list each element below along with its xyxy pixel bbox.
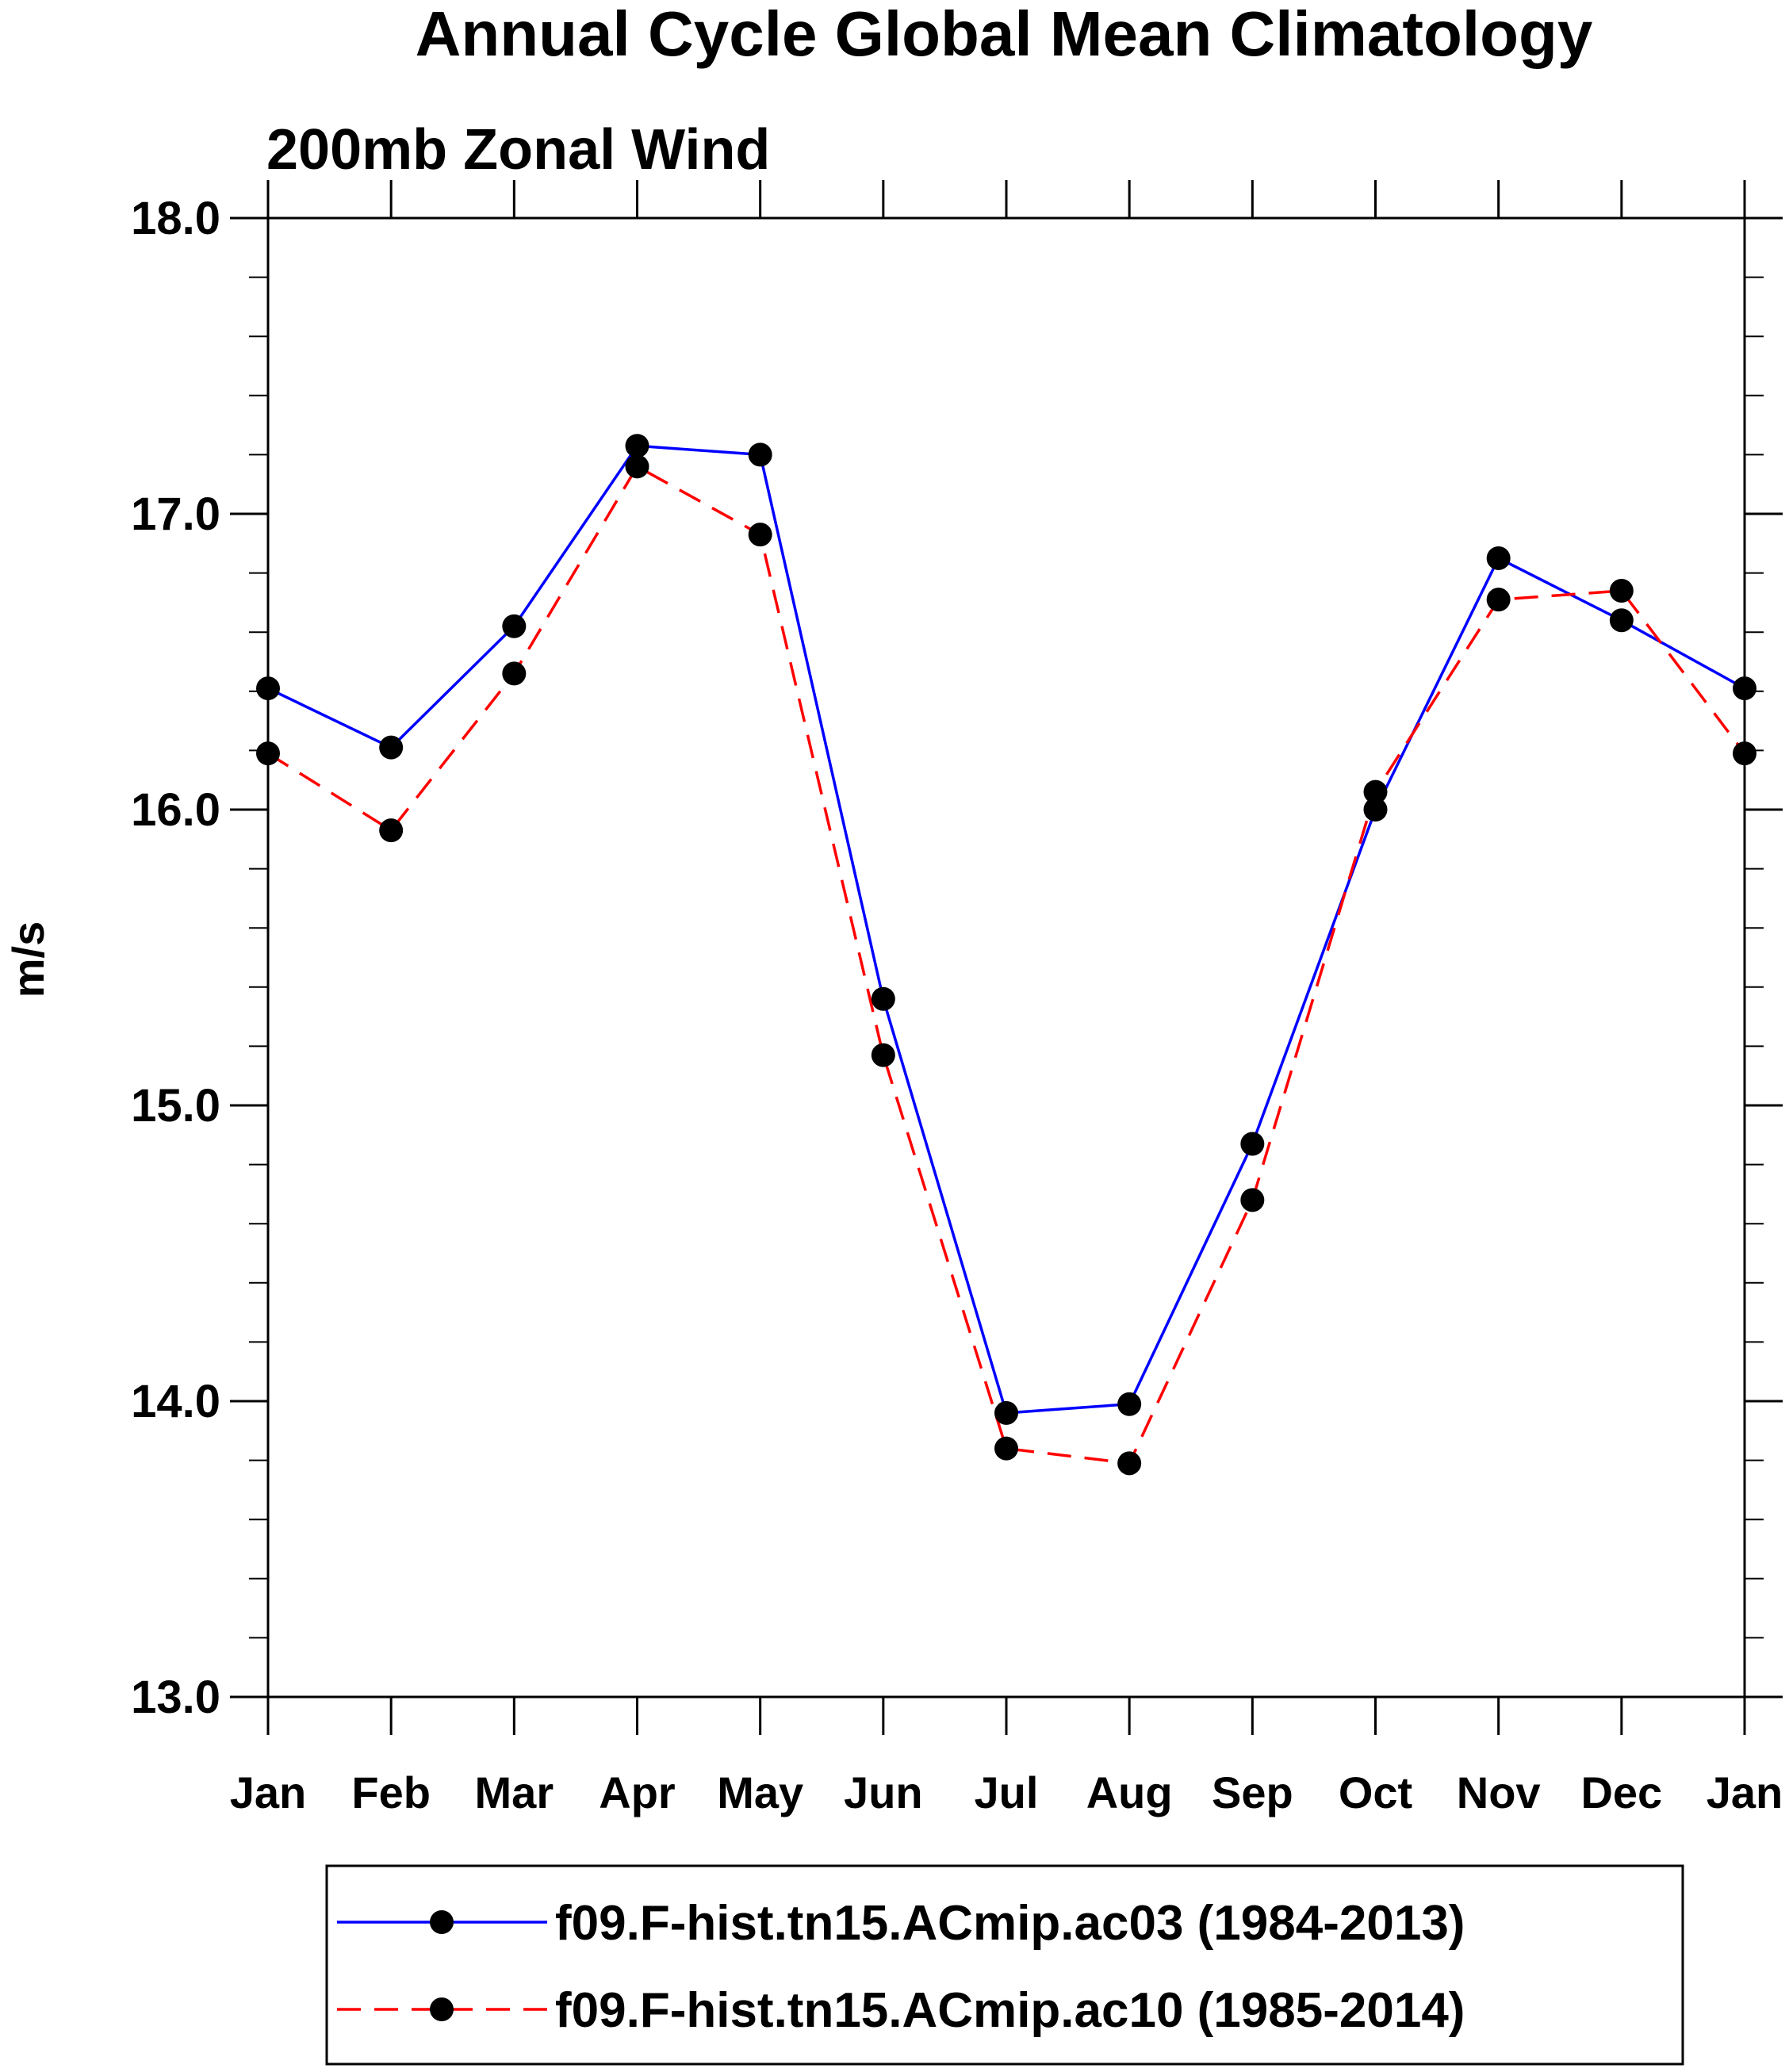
series-1-point: [502, 614, 527, 638]
legend-box: [325, 1864, 1684, 2066]
series-2-point: [994, 1436, 1018, 1461]
series-2-point: [1240, 1188, 1265, 1212]
x-tick-label: Jan: [1707, 1768, 1783, 1817]
series-1-point: [994, 1400, 1018, 1425]
legend-label-1: f09.F-hist.tn15.ACmip.ac03 (1984-2013): [555, 1896, 1465, 1951]
y-axis-label: m/s: [3, 921, 53, 998]
y-tick-label: 18.0: [131, 193, 220, 244]
series-1-point: [1486, 546, 1511, 570]
x-tick-label: Dec: [1580, 1768, 1662, 1817]
x-tick-label: Jul: [975, 1768, 1039, 1817]
series-2-point: [1609, 578, 1634, 603]
series-1-point: [1363, 798, 1388, 822]
y-tick-label: 17.0: [131, 488, 220, 540]
series-1-point: [871, 986, 895, 1011]
y-tick-label: 13.0: [131, 1672, 220, 1723]
x-tick-label: May: [717, 1768, 803, 1817]
x-tick-label: Nov: [1457, 1768, 1541, 1817]
series-2-point: [502, 661, 527, 686]
x-tick-label: Jan: [230, 1768, 307, 1817]
series-1-point: [256, 676, 280, 701]
series-2-point: [379, 818, 404, 843]
series-1-point: [1117, 1392, 1142, 1416]
series-1-point: [1609, 608, 1634, 633]
x-tick-label: Jun: [844, 1768, 923, 1817]
x-tick-label: Sep: [1212, 1768, 1293, 1817]
x-tick-label: Oct: [1339, 1768, 1412, 1817]
series-1-point: [379, 735, 404, 760]
series-2-point: [625, 454, 649, 479]
axes: 13.0 14.0 15.0 16.0 17.0 18.0 Jan Feb Mar Apr May J…: [131, 180, 1783, 1817]
chart-subtitle: 200mb Zonal Wind: [266, 118, 770, 182]
legend-marker-1: [430, 1910, 454, 1934]
series-2-point: [1363, 779, 1388, 804]
series-1-point: [1240, 1132, 1265, 1156]
series-1-point: [1733, 676, 1756, 701]
series-2-point: [1117, 1451, 1142, 1476]
series-2-point: [256, 741, 280, 766]
y-tick-label: 16.0: [131, 784, 220, 836]
x-tick-label: Mar: [475, 1768, 554, 1817]
series-2-point: [1733, 741, 1756, 766]
series-line-2: [267, 465, 1746, 1465]
legend-marker-2: [430, 1997, 454, 2021]
x-tick-label: Apr: [599, 1768, 675, 1817]
series-2-point: [748, 523, 772, 547]
y-tick-label: 15.0: [131, 1080, 220, 1132]
y-tick-label: 14.0: [131, 1376, 220, 1427]
legend: f09.F-hist.tn15.ACmip.ac03 (1984-2013) f0…: [325, 1864, 1684, 2066]
plot-frame: [266, 216, 1746, 1699]
x-tick-label: Aug: [1086, 1768, 1173, 1817]
plot-series: [256, 434, 1756, 1476]
legend-label-2: f09.F-hist.tn15.ACmip.ac10 (1985-2014): [555, 1983, 1465, 2038]
series-line-1: [267, 444, 1745, 1415]
series-1-point: [748, 442, 772, 467]
chart-title: Annual Cycle Global Mean Climatology: [416, 0, 1593, 69]
series-2-point: [871, 1043, 895, 1067]
x-tick-label: Feb: [351, 1768, 431, 1817]
series-2-point: [1486, 588, 1511, 612]
series-1-point: [625, 434, 649, 458]
